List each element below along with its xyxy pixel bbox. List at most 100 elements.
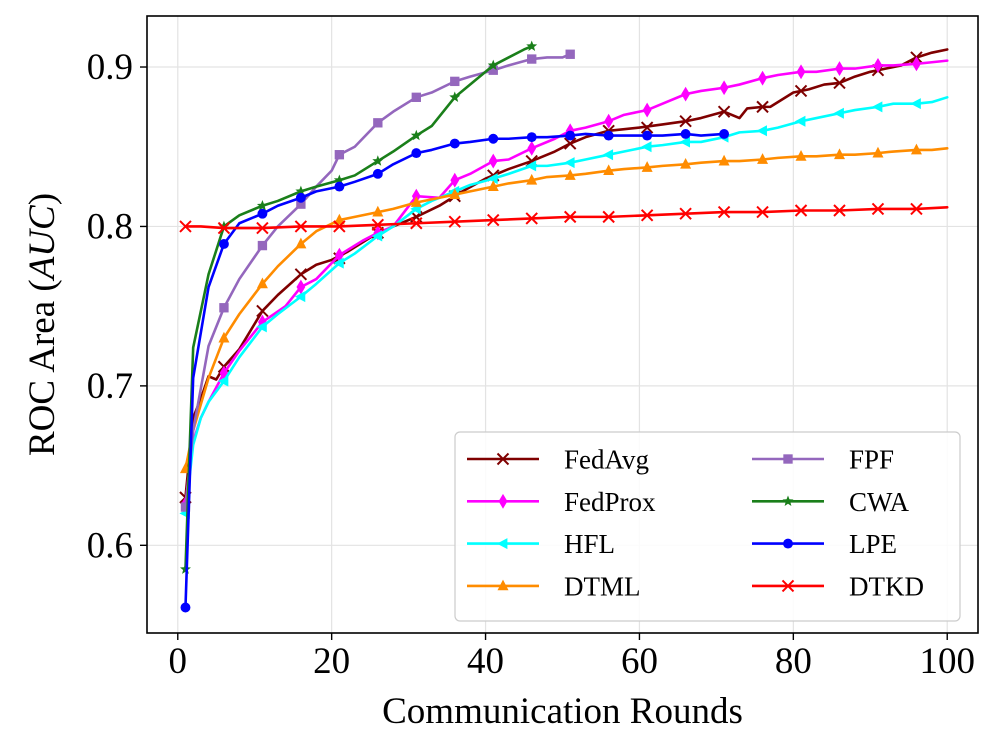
data-point-marker — [795, 149, 807, 161]
data-point-marker — [449, 138, 460, 149]
legend-label: CWA — [849, 487, 910, 517]
data-point-marker — [294, 220, 308, 233]
data-point-marker — [912, 56, 921, 72]
data-point-marker — [296, 199, 306, 209]
data-point-marker — [681, 86, 691, 102]
data-point-marker — [256, 321, 267, 333]
legend-label: DTKD — [849, 571, 924, 601]
series-fedprox — [181, 56, 949, 512]
data-point-marker — [833, 76, 846, 90]
legend-label: DTML — [564, 571, 641, 601]
data-point-marker — [564, 169, 576, 180]
data-point-marker — [640, 121, 654, 134]
y-tick-label: 0.7 — [87, 366, 133, 407]
y-tick-label: 0.6 — [87, 525, 133, 566]
data-point-marker — [910, 143, 922, 155]
data-point-marker — [294, 291, 306, 303]
legend-box — [454, 431, 961, 622]
data-point-marker — [758, 70, 767, 86]
data-point-marker — [256, 199, 268, 211]
data-point-marker — [334, 150, 345, 160]
data-point-marker — [603, 164, 615, 176]
data-point-marker — [565, 130, 576, 141]
series-line — [184, 96, 949, 515]
data-point-marker — [526, 40, 538, 51]
legend-entry-dtml: DTML — [467, 571, 641, 601]
data-point-marker — [487, 59, 499, 71]
data-point-marker — [333, 174, 345, 185]
data-point-marker — [527, 54, 537, 64]
data-point-marker — [218, 220, 230, 232]
legend-label: FPF — [849, 445, 894, 475]
y-tick-label: 0.8 — [87, 206, 133, 247]
data-point-marker — [497, 579, 509, 591]
data-point-marker — [910, 98, 921, 110]
data-point-marker — [449, 188, 461, 199]
data-point-marker — [525, 160, 537, 172]
data-point-marker — [602, 149, 614, 161]
data-point-marker — [333, 257, 344, 269]
data-point-marker — [180, 502, 191, 512]
data-point-marker — [719, 129, 730, 139]
data-point-marker — [783, 538, 793, 549]
legend: FedAvg FedProx HFL DTML FPF CWA LPE DTKD — [454, 431, 961, 622]
series-fpf — [180, 49, 575, 512]
y-tick-label: 0.9 — [87, 47, 133, 88]
data-point-marker — [756, 125, 767, 137]
data-point-marker — [563, 210, 577, 224]
data-point-marker — [679, 207, 692, 220]
legend-label: LPE — [849, 529, 897, 559]
x-tick-label: 100 — [919, 641, 975, 682]
data-point-marker — [333, 213, 345, 225]
plot-frame — [146, 15, 979, 634]
axis-ticks: 0 20 40 60 80 100 0.6 0.7 0.8 0.9 — [87, 47, 975, 682]
data-point-marker — [783, 454, 793, 464]
data-point-marker — [488, 65, 498, 75]
legend-entry-hfl: HFL — [467, 529, 615, 559]
data-point-marker — [718, 154, 730, 166]
data-point-marker — [680, 129, 691, 139]
data-point-marker — [217, 375, 229, 387]
data-point-marker — [218, 331, 230, 343]
data-point-marker — [641, 161, 653, 172]
data-point-marker — [219, 365, 229, 381]
data-point-marker — [526, 132, 537, 143]
data-point-marker — [257, 240, 268, 251]
data-point-marker — [496, 452, 510, 466]
data-point-marker — [295, 192, 306, 203]
x-tick-label: 40 — [467, 641, 504, 682]
data-point-marker — [498, 493, 508, 509]
series-dtkd — [179, 202, 949, 235]
data-point-marker — [642, 102, 652, 118]
legend-entry-lpe: LPE — [752, 529, 897, 559]
legend-entry-fedprox: FedProx — [467, 487, 656, 517]
y-axis-label: ROC Area (AUC) — [22, 193, 63, 456]
legend-entry-fpf: FPF — [752, 445, 894, 475]
data-point-marker — [526, 173, 538, 185]
series-line — [184, 52, 572, 509]
data-point-marker — [872, 146, 884, 158]
legend-entry-fedavg: FedAvg — [467, 445, 649, 475]
data-point-marker — [835, 61, 844, 77]
data-point-marker — [295, 237, 307, 249]
data-point-marker — [527, 140, 537, 156]
data-point-marker — [410, 217, 423, 230]
data-point-marker — [679, 115, 692, 128]
data-point-marker — [448, 215, 461, 228]
data-point-marker — [487, 180, 499, 191]
data-point-marker — [756, 100, 769, 114]
data-point-marker — [410, 196, 422, 207]
data-point-marker — [411, 148, 422, 159]
series-dtml — [179, 143, 949, 474]
data-point-marker — [373, 118, 383, 128]
data-point-marker — [717, 105, 731, 118]
data-point-marker — [333, 220, 346, 233]
data-point-marker — [525, 212, 538, 225]
data-point-marker — [372, 205, 384, 217]
x-tick-label: 20 — [313, 641, 350, 682]
data-point-marker — [179, 563, 191, 574]
data-point-marker — [257, 208, 268, 219]
series-lpe — [180, 129, 730, 613]
